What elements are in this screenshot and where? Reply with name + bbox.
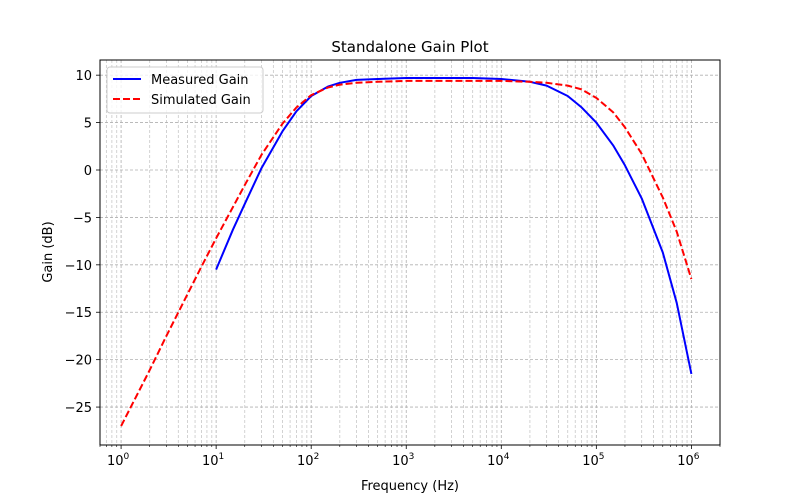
series-line-measured-gain: [215, 77, 693, 375]
y-tick-label: 10: [75, 69, 92, 84]
y-tick-label: 5: [84, 117, 92, 132]
legend-label-simulated: Simulated Gain: [151, 93, 251, 108]
x-axis-label: Frequency (Hz): [361, 479, 459, 494]
y-axis-label: Gain (dB): [41, 221, 56, 282]
x-tick-label: 102: [297, 452, 319, 469]
plot-frame: [99, 59, 721, 446]
y-tick-label: 0: [84, 164, 92, 179]
legend-box: [106, 66, 264, 114]
plot-series: [120, 77, 693, 427]
y-tick-label: −25: [65, 401, 92, 416]
y-tick-label: −5: [73, 211, 92, 226]
x-tick-label: 105: [582, 452, 604, 469]
x-tick-label: 106: [677, 452, 700, 469]
chart-title: Standalone Gain Plot: [331, 38, 488, 56]
x-tick-label: 104: [487, 452, 510, 469]
y-tick-label: −15: [65, 306, 92, 321]
x-tick-label: 100: [107, 452, 130, 469]
x-tick-label: 103: [392, 452, 414, 469]
legend-label-measured: Measured Gain: [151, 73, 249, 88]
y-tick-label: −20: [65, 354, 92, 369]
series-line-simulated-gain: [120, 79, 693, 427]
legend: Measured Gain Simulated Gain: [106, 66, 264, 114]
y-tick-label: −10: [65, 259, 92, 274]
x-tick-label: 101: [202, 452, 224, 469]
